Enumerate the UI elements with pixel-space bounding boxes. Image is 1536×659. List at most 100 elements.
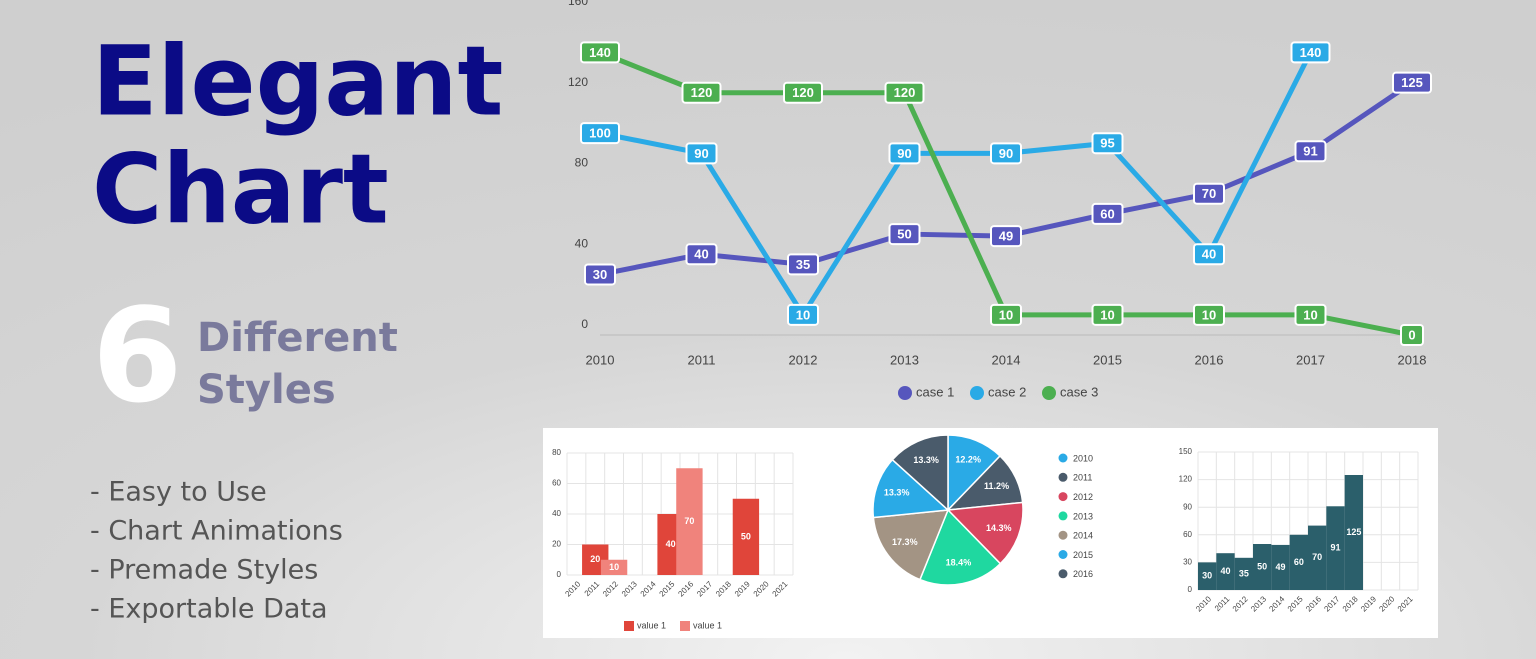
data-label: 40	[694, 247, 708, 262]
pie-slice	[872, 458, 950, 519]
feature: - Premade Styles	[90, 555, 318, 586]
data-label-box	[783, 81, 823, 104]
y-tick-label: 30	[1183, 558, 1192, 567]
x-tick-label: 2010	[586, 352, 615, 367]
legend-label: case 2	[988, 384, 1026, 399]
data-label: 10	[1303, 307, 1317, 322]
data-label: 18.4%	[946, 557, 972, 567]
data-label-box	[580, 122, 620, 145]
legend-marker	[898, 386, 912, 400]
bar	[676, 468, 703, 575]
y-tick-label: 40	[552, 509, 561, 518]
data-label: 30	[1202, 571, 1212, 581]
legend-marker	[1058, 511, 1068, 521]
data-label: 10	[999, 307, 1013, 322]
data-label: 90	[694, 146, 708, 161]
legend-marker	[970, 386, 984, 400]
x-tick-label: 2015	[1093, 352, 1122, 367]
y-tick-label: 20	[552, 540, 561, 549]
data-label: 17.3%	[892, 537, 918, 547]
legend-marker	[1058, 492, 1068, 502]
data-label: 0	[1408, 327, 1415, 342]
styles-text: Different	[197, 315, 398, 361]
data-label: 91	[1303, 144, 1317, 159]
legend-marker	[1058, 472, 1068, 482]
data-label: 140	[589, 45, 611, 60]
data-label: 125	[1346, 527, 1361, 537]
data-label-box	[1091, 202, 1124, 225]
data-label: 70	[1202, 186, 1216, 201]
data-label: 70	[1312, 552, 1322, 562]
data-label: 125	[1401, 75, 1423, 90]
title: Elegant	[92, 25, 503, 137]
legend-label: case 3	[1060, 384, 1098, 399]
legend-label: 2012	[1073, 492, 1093, 502]
data-label-box	[681, 81, 722, 104]
legend-label: 2010	[1073, 453, 1093, 463]
data-label: 120	[691, 85, 713, 100]
bar	[732, 498, 760, 575]
feature: - Easy to Use	[90, 477, 267, 508]
y-tick-label: 90	[1183, 502, 1192, 511]
data-label: 50	[1257, 561, 1267, 571]
legend-label: 2015	[1073, 550, 1093, 560]
data-label-box	[884, 81, 925, 104]
data-label: 13.3%	[913, 455, 939, 465]
data-label: 60	[1100, 206, 1114, 221]
x-tick-label: 2013	[890, 352, 919, 367]
data-label: 100	[589, 126, 611, 141]
data-label-box	[1091, 303, 1124, 326]
data-label: 50	[741, 531, 751, 541]
data-label-box	[1392, 71, 1432, 94]
data-label-box	[1193, 243, 1225, 266]
data-label: 40	[1202, 247, 1216, 262]
bar	[1271, 544, 1290, 590]
legend-marker	[1058, 569, 1068, 579]
legend-marker	[1058, 453, 1068, 463]
bar	[1344, 475, 1363, 590]
x-tick-label: 2014	[992, 352, 1021, 367]
y-tick-label: 150	[1179, 447, 1193, 456]
big-number: 6	[92, 280, 182, 432]
data-label-box	[685, 142, 718, 165]
data-label: 49	[999, 229, 1013, 244]
data-label: 60	[1294, 557, 1304, 567]
y-tick-label: 60	[552, 479, 561, 488]
title: Chart	[92, 133, 389, 245]
data-label: 95	[1100, 136, 1114, 151]
bar	[1253, 544, 1272, 590]
y-tick-label: 0	[1188, 585, 1193, 594]
data-label-box	[888, 142, 921, 165]
data-label: 40	[666, 539, 676, 549]
pie-slice	[872, 509, 950, 581]
data-label: 10	[796, 307, 810, 322]
data-label: 30	[593, 267, 607, 282]
data-label-box	[990, 142, 1022, 165]
data-label-box	[787, 303, 819, 326]
y-tick-label: 120	[568, 75, 588, 89]
data-label: 14.3%	[986, 523, 1012, 533]
data-label-box	[990, 303, 1022, 326]
data-label: 11.2%	[984, 481, 1009, 491]
legend-label: 2011	[1073, 473, 1092, 483]
y-tick-label: 80	[575, 156, 589, 170]
data-label-box	[685, 243, 718, 266]
legend-label: 2013	[1073, 511, 1093, 521]
data-label: 10	[1100, 307, 1114, 322]
data-label: 10	[1202, 307, 1216, 322]
data-label-box	[580, 41, 620, 64]
x-tick-label: 2012	[789, 352, 818, 367]
data-label: 13.3%	[884, 488, 910, 498]
legend-label: 2014	[1073, 531, 1093, 541]
x-tick-label: 2018	[1398, 352, 1427, 367]
data-label: 120	[792, 85, 814, 100]
bar	[600, 559, 628, 575]
data-label-box	[1193, 182, 1225, 205]
data-label: 12.2%	[955, 454, 981, 464]
data-label-box	[990, 225, 1022, 248]
feature: - Chart Animations	[90, 516, 343, 547]
pie-slice	[946, 501, 1024, 565]
data-label: 140	[1300, 45, 1322, 60]
legend-marker	[1058, 530, 1068, 540]
